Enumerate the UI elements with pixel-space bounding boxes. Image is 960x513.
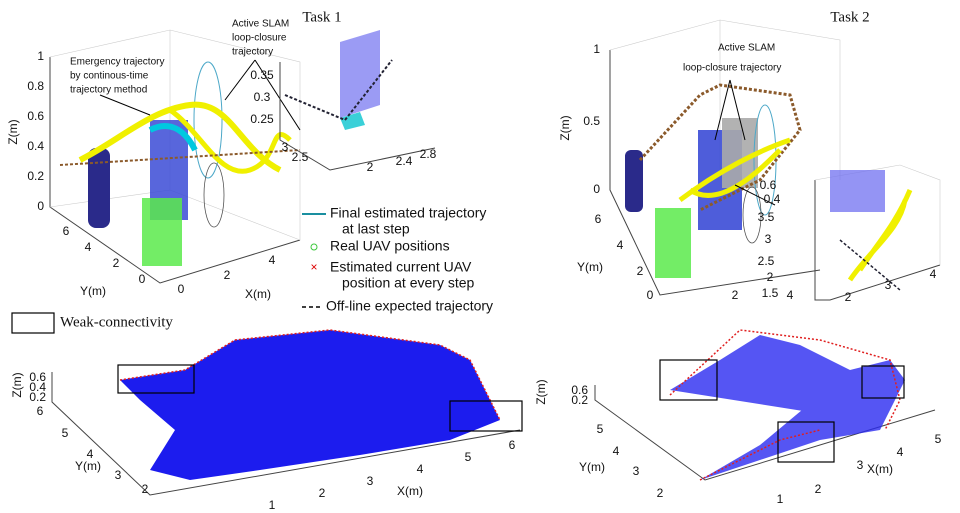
- panel-task2-scene: [610, 20, 840, 295]
- annotation: by continous-time: [70, 71, 149, 82]
- tick-label: 2: [815, 482, 822, 496]
- annotation: loop-closure: [232, 33, 287, 44]
- tick-label: 0.4: [764, 192, 781, 206]
- tick-label: 6: [63, 224, 70, 238]
- axis-label: X(m): [397, 484, 423, 498]
- tick-label: 4: [269, 253, 276, 267]
- tick-label: 2.4: [396, 154, 413, 168]
- axis-label: X(m): [245, 287, 271, 301]
- tick-label: 2: [113, 256, 120, 270]
- legend-label: Estimated current UAV: [330, 259, 472, 275]
- tick-label: 1: [777, 492, 784, 506]
- legend-label: at last step: [342, 221, 410, 237]
- legend-label: Final estimated trajectory: [330, 205, 486, 221]
- tick-label: 2: [732, 288, 739, 302]
- tick-label: 6: [595, 212, 602, 226]
- tick-label: 2: [637, 264, 644, 278]
- panel-task2-inset: [815, 165, 940, 300]
- tick-label: 4: [897, 445, 904, 459]
- svg-text:×: ×: [310, 260, 317, 274]
- tick-label: 5: [62, 426, 69, 440]
- axis-label: Y(m): [75, 459, 101, 473]
- tick-label: 2.5: [758, 254, 775, 268]
- tick-label: 2: [657, 486, 664, 500]
- figure: × T: [0, 0, 960, 513]
- annotation: Active SLAM: [718, 43, 775, 54]
- axis-label: Z(m): [10, 372, 24, 397]
- tick-label: 4: [85, 240, 92, 254]
- tick-label: 1: [269, 498, 276, 512]
- weak-key-box: [12, 313, 54, 333]
- panel-title: Task 2: [830, 9, 869, 25]
- weak-connectivity-label: Weak-connectivity: [60, 314, 173, 330]
- tick-label: 3: [633, 464, 640, 478]
- tick-label: 4: [87, 447, 94, 461]
- legend-marks: ×: [302, 214, 326, 307]
- tick-label: 3: [765, 232, 772, 246]
- tick-label: 3: [282, 140, 289, 154]
- axis-label: Y(m): [80, 284, 106, 298]
- tick-label: 0.6: [27, 109, 44, 123]
- annotation: Active SLAM: [232, 19, 289, 30]
- legend-label: position at every step: [342, 275, 475, 291]
- tick-label: 0: [37, 199, 44, 213]
- tick-label: 0.3: [254, 90, 271, 104]
- axis-label: X(m): [867, 462, 893, 476]
- tick-label: 4: [417, 462, 424, 476]
- tick-label: 3: [885, 278, 892, 292]
- axis-label: Z(m): [534, 379, 548, 404]
- tick-label: 6: [37, 404, 44, 418]
- tick-label: 0.6: [760, 178, 777, 192]
- tick-label: 0.6: [29, 370, 46, 384]
- tick-label: 0: [139, 272, 146, 286]
- tick-label: 0.5: [583, 114, 600, 128]
- annotation: trajectory: [232, 47, 273, 58]
- tick-label: 4: [617, 238, 624, 252]
- tick-label: 2: [767, 270, 774, 284]
- tick-label: 5: [935, 432, 942, 446]
- tick-label: 3: [857, 458, 864, 472]
- tick-label: 2: [367, 160, 374, 174]
- panel-bottom-left-scene: [52, 330, 522, 495]
- axis-label: Y(m): [579, 460, 605, 474]
- tick-label: 0: [593, 182, 600, 196]
- tick-label: 0.8: [27, 79, 44, 93]
- legend-label: Off-line expected trajectory: [326, 298, 493, 314]
- panel-bottom-right-scene: [595, 330, 935, 480]
- tick-label: 0.25: [250, 112, 274, 126]
- tick-label: 2.5: [292, 150, 309, 164]
- annotation: Emergency trajectory: [70, 57, 164, 68]
- tick-label: 2: [142, 482, 149, 496]
- annotation: loop-closure trajectory: [683, 63, 781, 74]
- legend-label: Real UAV positions: [330, 238, 450, 254]
- tick-label: 3: [367, 474, 374, 488]
- tick-label: 0: [647, 288, 654, 302]
- tick-label: 1.5: [762, 286, 779, 300]
- tick-label: 6: [509, 438, 516, 452]
- axis-label: Z(m): [558, 115, 572, 140]
- tick-label: 2: [845, 290, 852, 304]
- annotation: trajectory method: [70, 85, 147, 96]
- tick-label: 1: [593, 42, 600, 56]
- tick-label: 0.6: [571, 383, 588, 397]
- tick-label: 2: [224, 268, 231, 282]
- tick-label: 5: [597, 422, 604, 436]
- tick-label: 4: [930, 267, 937, 281]
- axis-label: Z(m): [6, 119, 20, 144]
- tick-label: 0.4: [27, 139, 44, 153]
- axis-label: Y(m): [577, 260, 603, 274]
- tick-label: 0: [178, 282, 185, 296]
- tick-label: 2.8: [420, 147, 437, 161]
- tick-label: 5: [465, 450, 472, 464]
- tick-label: 4: [787, 288, 794, 302]
- tick-label: 3.5: [758, 210, 775, 224]
- panel-task1-inset: [280, 30, 435, 170]
- tick-label: 2: [319, 486, 326, 500]
- tick-label: 3: [115, 468, 122, 482]
- panel-title: Task 1: [302, 9, 341, 25]
- tick-label: 4: [613, 444, 620, 458]
- tick-label: 0.2: [27, 169, 44, 183]
- tick-label: 0.35: [250, 68, 274, 82]
- tick-label: 1: [37, 49, 44, 63]
